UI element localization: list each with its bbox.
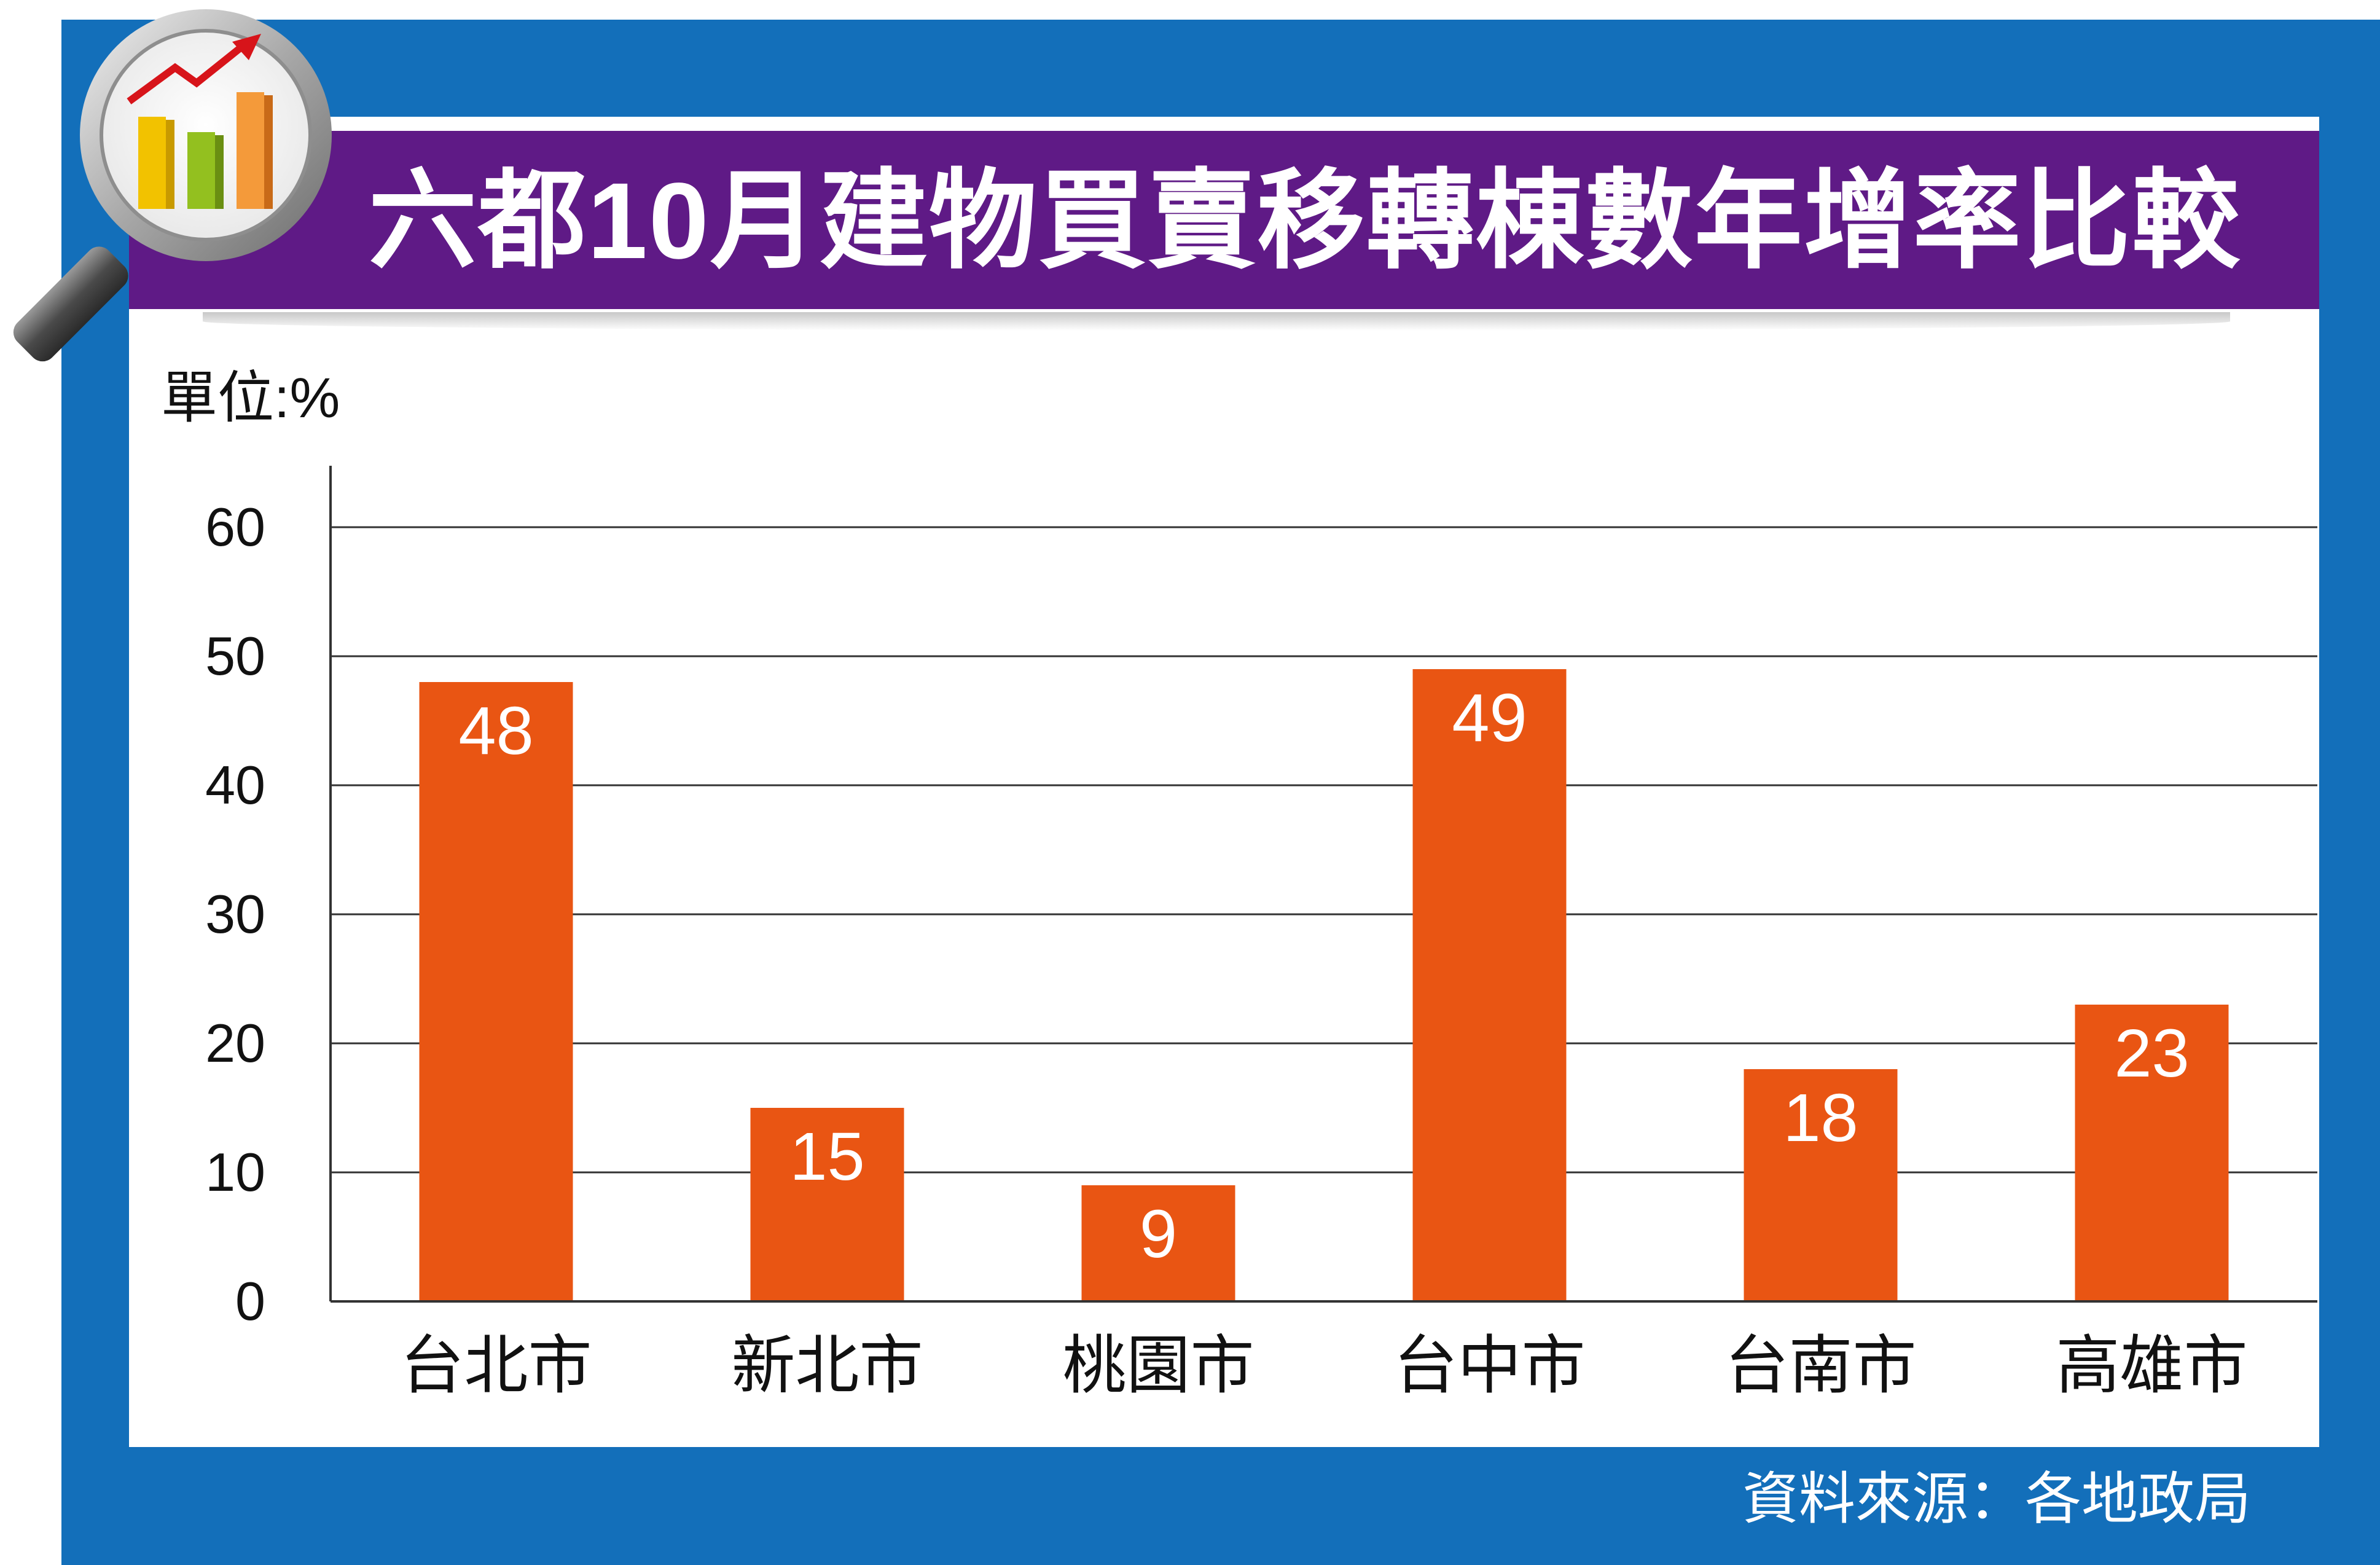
title-bar-shadow	[203, 312, 2230, 331]
unit-label: 單位:%	[161, 367, 340, 429]
title-bar	[129, 131, 2319, 309]
category-label-新北市: 新北市	[731, 1330, 923, 1402]
bar-桃園市	[1081, 1185, 1235, 1301]
y-tick-label-20: 20	[205, 1013, 265, 1073]
source-note: 資料來源：各地政局	[1742, 1468, 2251, 1531]
category-label-桃園市: 桃園市	[1062, 1330, 1254, 1402]
y-tick-label-50: 50	[205, 626, 265, 686]
y-tick-label-40: 40	[205, 755, 265, 815]
category-label-高雄市: 高雄市	[2056, 1330, 2247, 1402]
data-label-新北市: 15	[789, 1119, 864, 1194]
gridlines	[331, 526, 2317, 1174]
magnifier-chart-icon	[13, 9, 332, 362]
data-label-桃園市: 9	[1140, 1196, 1177, 1272]
y-tick-label-0: 0	[235, 1271, 265, 1332]
category-label-台北市: 台北市	[400, 1330, 592, 1402]
chart-title: 六都10月建物買賣移轉棟數年增率比較	[369, 161, 2241, 281]
data-label-台南市: 18	[1783, 1080, 1858, 1156]
x-category-labels: 台北市 新北市 桃園市 台中市 台南市 高雄市	[400, 1330, 2247, 1402]
axes	[329, 466, 2317, 1303]
bar-台南市	[1744, 1069, 1898, 1301]
y-tick-label-60: 60	[205, 496, 265, 557]
data-labels: 48 15 9 49 18 23	[458, 680, 2189, 1272]
category-label-台南市: 台南市	[1724, 1330, 1916, 1402]
y-tick-label-10: 10	[205, 1142, 265, 1202]
bar-台中市	[1412, 669, 1567, 1301]
data-label-高雄市: 23	[2114, 1016, 2189, 1091]
bar-高雄市	[2075, 1005, 2229, 1301]
data-label-台中市: 49	[1452, 680, 1527, 756]
bars	[419, 669, 2229, 1301]
y-tick-label-30: 30	[205, 884, 265, 944]
bar-新北市	[750, 1108, 904, 1301]
y-tick-labels: 0 10 20 30 40 50 60	[205, 496, 265, 1332]
data-label-台北市: 48	[458, 693, 533, 769]
category-label-台中市: 台中市	[1393, 1330, 1585, 1402]
bar-台北市	[419, 682, 573, 1301]
